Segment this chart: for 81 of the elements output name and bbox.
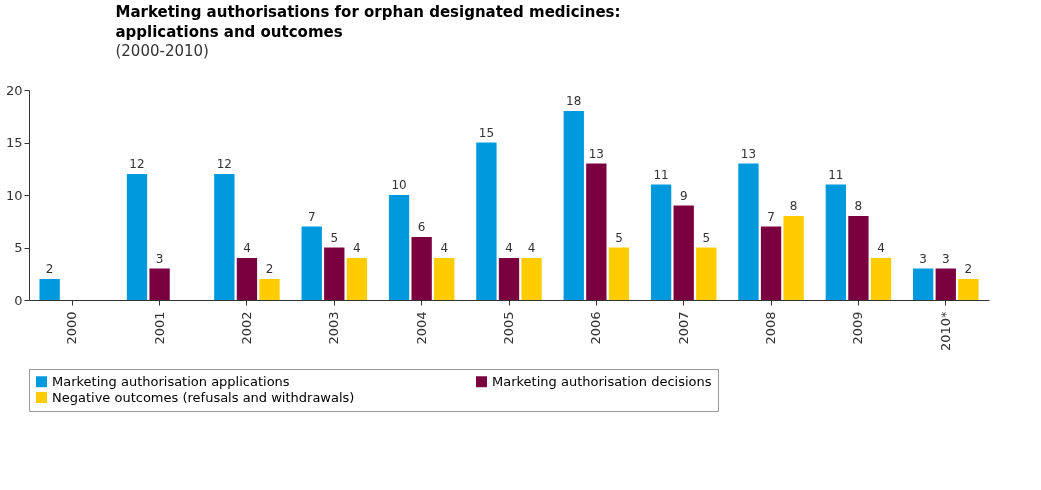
y-tick-label: 5 [14,240,23,255]
data-label: 7 [767,209,775,224]
bar [521,258,542,300]
data-label: 2 [265,262,274,276]
bar [825,184,846,300]
bar [126,174,148,300]
data-label: 3 [155,251,164,266]
data-label: 4 [505,241,513,255]
bar [149,268,170,300]
bar [214,174,235,300]
bar [259,279,280,300]
bar [301,226,322,300]
data-label: 7 [307,209,316,224]
y-tick-label: 0 [14,292,23,308]
data-label: 3 [919,251,927,266]
legend-label: Marketing authorisation applications [52,373,290,389]
x-tick-label: 2009 [850,311,866,345]
x-tick-label: 2004 [413,311,429,345]
legend-label: Marketing authorisation decisions [492,373,712,389]
chart-subtitle: (2000-2010) [115,42,209,60]
x-tick-label: 2005 [501,311,516,345]
bar [434,258,455,300]
data-label: 11 [828,167,844,182]
bar [476,142,497,300]
data-label: 10 [391,178,407,192]
bar [783,216,804,300]
bar [935,268,956,300]
y-tick-label: 15 [5,135,23,150]
bar [411,237,432,300]
bar [39,279,60,300]
bar [913,268,934,300]
data-label: 12 [216,157,232,171]
x-tick-label: 2003 [326,311,342,345]
bar [236,258,258,300]
data-label: 2 [45,262,54,276]
data-label: 5 [330,230,339,245]
x-tick-label: 2010* [937,311,953,352]
data-label: 4 [353,241,361,255]
data-label: 8 [789,199,798,213]
data-label: 4 [877,241,885,255]
x-tick-label: 2000 [64,311,80,345]
bar [848,216,869,300]
x-tick-label: 2002 [238,311,254,345]
data-label: 8 [854,199,863,213]
data-label: 3 [941,251,950,266]
bar [738,163,759,300]
data-label: 6 [417,220,426,234]
chart-title: Marketing authorisations for orphan designated medicines: applications and outcomes [115,3,621,41]
bar [673,205,694,300]
bar [586,163,607,300]
data-label: 2 [964,262,973,276]
y-tick-label: 20 [5,82,23,98]
data-label: 5 [702,230,711,245]
x-tick-label: 2007 [675,311,691,345]
x-tick-label: 2006 [588,311,604,345]
bar [608,247,630,300]
bar [498,258,520,300]
bar [958,279,979,300]
legend-label: Negative outcomes (refusals and withdrawals) [52,389,355,405]
bar [650,184,672,300]
bar [760,226,782,300]
bar [870,258,892,300]
data-label: 15 [478,125,495,140]
data-label: 5 [615,230,623,245]
data-label: 9 [679,188,688,203]
data-label: 11 [653,167,669,182]
x-tick-label: 2001 [151,311,167,345]
data-label: 4 [440,241,449,255]
bar [563,111,584,300]
bar [388,195,410,300]
bar [324,247,345,300]
bar [696,247,717,300]
data-label: 13 [588,146,604,161]
data-label: 13 [740,146,757,161]
data-label: 12 [129,157,145,171]
bar [346,258,368,300]
y-tick-label: 10 [5,187,23,203]
data-label: 4 [527,241,536,255]
data-label: 4 [243,241,251,255]
x-tick-label: 2008 [763,311,779,345]
data-label: 18 [566,94,582,108]
